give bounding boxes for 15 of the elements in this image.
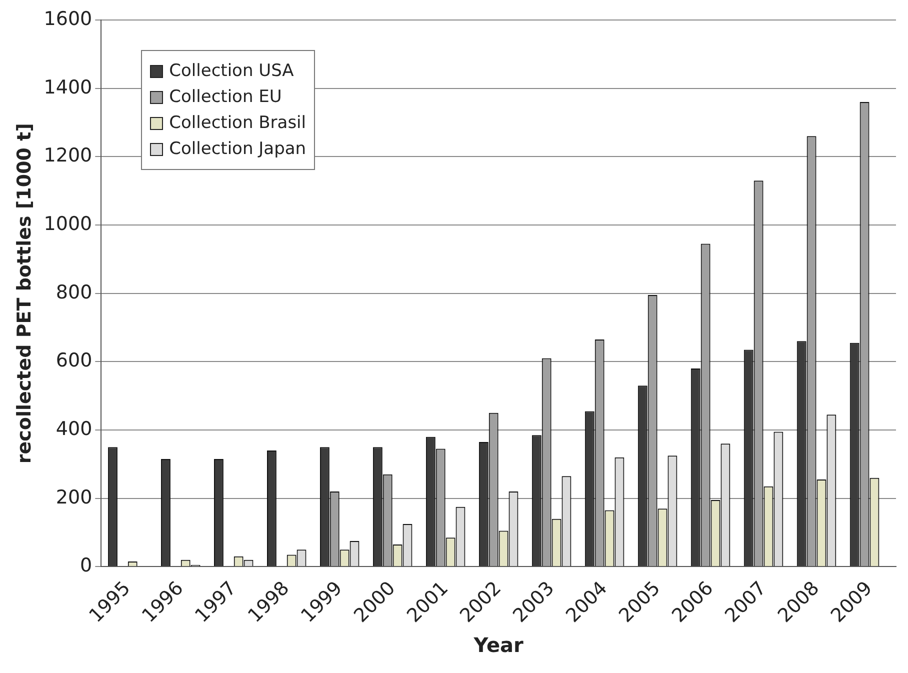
y-axis-title: recollected PET bottles [1000 t] bbox=[13, 123, 36, 464]
y-tick-label: 1600 bbox=[44, 8, 92, 30]
y-tick-label: 400 bbox=[56, 418, 92, 440]
legend-label: Collection Japan bbox=[169, 139, 306, 159]
legend-label: Collection USA bbox=[169, 61, 294, 81]
y-tick-label: 1200 bbox=[44, 144, 92, 167]
y-tick-label: 1000 bbox=[44, 212, 92, 235]
legend-label: Collection EU bbox=[169, 87, 282, 107]
y-tick-label: 200 bbox=[56, 486, 92, 508]
y-tick-label: 1400 bbox=[44, 76, 92, 98]
y-tick-label: 600 bbox=[56, 350, 92, 372]
x-axis-title: Year bbox=[472, 633, 524, 658]
y-tick-label: 0 bbox=[80, 554, 92, 577]
legend-label: Collection Brasil bbox=[169, 113, 306, 133]
y-tick-label: 800 bbox=[56, 281, 92, 304]
